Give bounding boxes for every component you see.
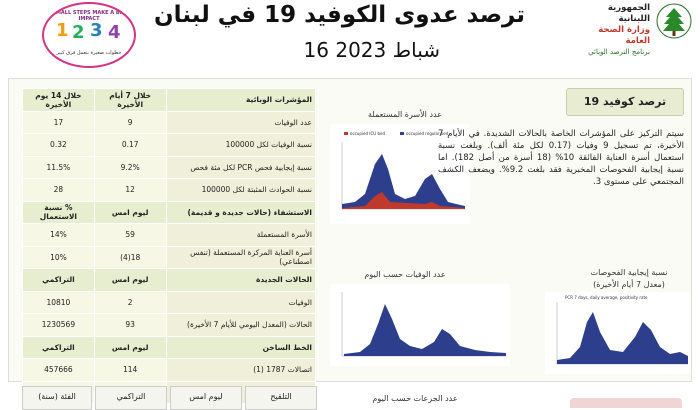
table-cell: نسبة الوفيات لكل 100000 (165, 133, 317, 157)
table-cell: 0.17 (93, 133, 167, 157)
logo-num-4: 4 (108, 22, 121, 43)
table-cell: الحالات (المعدل اليومي للأيام 7 الأخيرة) (165, 313, 317, 337)
table-row: الوفيات 2 10810 (22, 290, 317, 314)
table-header: المؤشرات الوبائية خلال 7 أيام الأخيرة خل… (22, 88, 317, 112)
table-row: اتصالات 1787 (1) 114 457666 (22, 358, 317, 382)
table-header-cell: % نسبة الاستعمال (22, 200, 95, 224)
logo-num-2: 2 (72, 22, 85, 43)
table-cell: 18(4) (93, 245, 167, 269)
ministry-name: الجمهورية اللبنانية وزارة الصحة العامة ب… (580, 3, 650, 58)
table-cell: 10810 (22, 290, 95, 314)
campaign-logo: SMALL STEPS MAKE A BIG IMPACT 1 2 3 4 خط… (42, 2, 136, 68)
table-cell: الأسرة المستعملة (165, 223, 317, 247)
table-header-cell: التراكمي (22, 335, 95, 359)
table-cell: 28 (22, 178, 95, 202)
report-date: 16 شباط 2023 (303, 38, 440, 62)
deaths-chart (330, 284, 510, 366)
positivity-chart-title: نسبة إيجابية الفحوصات (590, 268, 668, 277)
table-section-header: الحالات الجديدة ليوم امس التراكمي (22, 268, 317, 292)
ministry-line-2: وزارة الصحة العامة (598, 25, 650, 46)
logo-num-1: 1 (56, 20, 69, 41)
table-cell: 14% (22, 223, 95, 247)
beds-chart: occupied ICU bed occupied regular bed (330, 124, 470, 224)
table-cell: 11.5% (22, 155, 95, 179)
table-row: الحالات (المعدل اليومي للأيام 7 الأخيرة)… (22, 313, 317, 337)
ministry-line-3: برنامج الترصد الوبائي (588, 48, 650, 56)
table-cell: 9 (93, 110, 167, 134)
legend-label-regular: occupied regular bed (406, 131, 449, 136)
table-cell: اتصالات 1787 (1) (165, 358, 317, 382)
table-cell: أسرة العناية المركزة المستعملة (تنفس اصط… (165, 245, 317, 269)
table-cell: 114 (93, 358, 167, 382)
logo-numbers: 1 2 3 4 (52, 20, 126, 46)
table-cell: 10% (22, 245, 95, 269)
table-header-cell: خلال 14 يوم الأخيرة (22, 88, 95, 112)
table-cell: 0.32 (22, 133, 95, 157)
logo-bottom-text: خطوات صغيرة بتعمل فرق كبير (56, 50, 122, 56)
vaccination-header-1: التلقيح (245, 386, 317, 410)
table-section-header: الاستشفاء (حالات جديدة و قديمة) ليوم امس%… (22, 200, 317, 224)
table-cell: عدد الوفيات (165, 110, 317, 134)
deaths-chart-title: عدد الوفيات حسب اليوم (364, 270, 446, 279)
table-header-cell: الخط الساخن (165, 335, 317, 359)
vaccination-header-4: الفئة (سنة) (22, 386, 92, 410)
deaths-area (344, 304, 506, 356)
table-cell: 93 (93, 313, 167, 337)
positivity-chart: PCR 7 days, daily average, positivity ra… (545, 292, 690, 374)
summary-title: ترصد كوفيد 19 (566, 88, 684, 116)
indicators-table: المؤشرات الوبائية خلال 7 أيام الأخيرة خل… (22, 88, 317, 404)
table-header-cell: الحالات الجديدة (165, 268, 317, 292)
table-header-cell: ليوم امس (93, 268, 167, 292)
cedar-icon (656, 3, 692, 39)
table-header-cell: خلال 7 أيام الأخيرة (93, 88, 167, 112)
table-cell: 1230569 (22, 313, 95, 337)
table-cell: الوفيات (165, 290, 317, 314)
positivity-area (557, 312, 688, 364)
table-cell: 17 (22, 110, 95, 134)
table-cell: 59 (93, 223, 167, 247)
table-cell: 9.2% (93, 155, 167, 179)
table-header-cell: ليوم امس (93, 200, 167, 224)
legend-label-icu: occupied ICU bed (350, 131, 385, 136)
table-header-cell: التراكمي (22, 268, 95, 292)
table-row: عدد الوفيات 9 17 (22, 110, 317, 134)
vaccination-header-3: التراكمي (95, 386, 167, 410)
beds-icu-area (342, 192, 465, 209)
table-row: نسبة إيجابية فحص PCR لكل مئة فحص 9.2% 11.5… (22, 155, 317, 179)
table-row: الأسرة المستعملة 59 14% (22, 223, 317, 247)
ministry-line-1: الجمهورية اللبنانية (607, 3, 650, 24)
doses-chart-title: عدد الجرعات حسب اليوم (372, 394, 458, 403)
table-header-cell: المؤشرات الوبائية (165, 88, 317, 112)
table-header-cell: الاستشفاء (حالات جديدة و قديمة) (165, 200, 317, 224)
table-cell: نسبة الحوادث المثبتة لكل 100000 (165, 178, 317, 202)
vaccination-header-2: ليوم امس (170, 386, 242, 410)
logo-num-3: 3 (90, 20, 103, 41)
table-row: أسرة العناية المركزة المستعملة (تنفس اصط… (22, 245, 317, 269)
table-header-cell: ليوم امس (93, 335, 167, 359)
summary-text: سيتم التركيز على المؤشرات الخاصة بالحالا… (438, 129, 685, 187)
positivity-legend: PCR 7 days, daily average, positivity ra… (565, 295, 648, 300)
table-cell: 12 (93, 178, 167, 202)
page-title: ترصد عدوى الكوفيد 19 في لبنان (154, 2, 525, 28)
beds-regular-area (342, 154, 465, 209)
legend-swatch-icu (344, 132, 348, 135)
logo-top-text: SMALL STEPS MAKE A BIG IMPACT (52, 10, 126, 22)
positivity-chart-subtitle: (معدل 7 أيام الأخيرة) (593, 280, 665, 289)
bottom-section-tab (570, 398, 682, 408)
table-row: نسبة الوفيات لكل 100000 0.17 0.32 (22, 133, 317, 157)
table-section-header: الخط الساخن ليوم امس التراكمي (22, 335, 317, 359)
beds-chart-title: عدد الأسرة المستعملة (368, 110, 442, 119)
table-cell: 457666 (22, 358, 95, 382)
table-cell: 2 (93, 290, 167, 314)
legend-swatch-regular (400, 132, 404, 135)
table-cell: نسبة إيجابية فحص PCR لكل مئة فحص (165, 155, 317, 179)
table-row: نسبة الحوادث المثبتة لكل 100000 12 28 (22, 178, 317, 202)
